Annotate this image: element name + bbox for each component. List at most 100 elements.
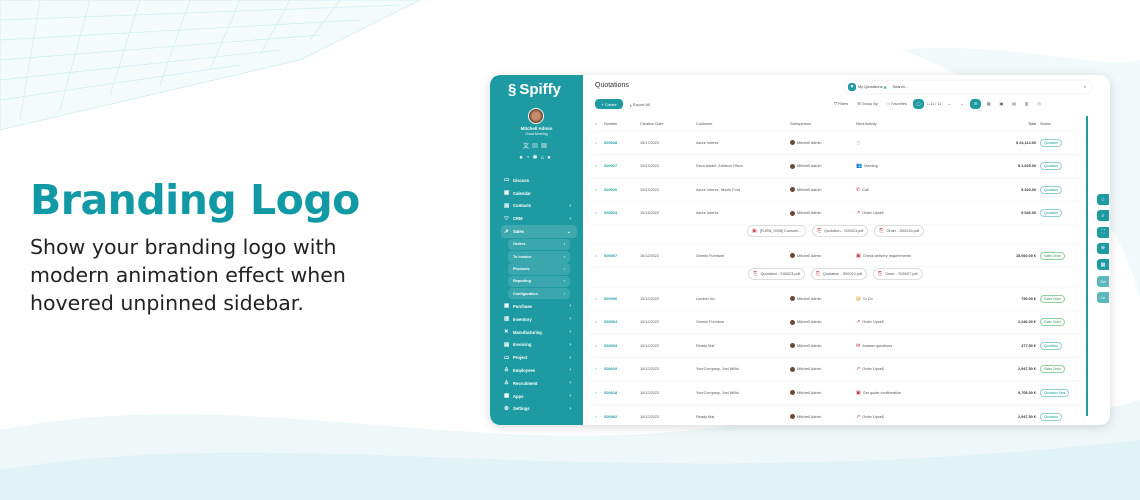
create-button[interactable]: + Create [595,99,623,109]
grid-icon[interactable]: ▦ [1097,259,1109,271]
sidebar-item-purchase[interactable]: ▣ Purchase › [501,300,577,313]
sidebar-item-contacts[interactable]: ▤ Contacts › [501,200,577,213]
graph-view-icon[interactable]: ▥ [1021,98,1032,109]
next-activity[interactable]: 👥 Meeting [856,163,976,169]
sidebar-subitem-configuration[interactable]: Configuration › [508,287,570,300]
search-input[interactable]: Search... [892,85,908,89]
activity-icon[interactable]: ◔ [525,155,533,161]
table-row[interactable]: ○ S00028 10/17/2022 Azure Interior Mitchell … [588,132,1083,153]
col-number[interactable]: Number [604,122,618,126]
kanban-view-icon[interactable]: ▦ [983,98,994,109]
sidebar-item-sales[interactable]: ↗ Sales ⌄ [501,225,577,238]
order-number[interactable]: S00028 [604,140,618,145]
pivot-view-icon[interactable]: ▤ [1009,98,1019,109]
bug-icon[interactable]: ✱ [532,155,541,161]
sidebar-item-inventory[interactable]: ▥ Inventory › [501,313,577,326]
sidebar-subitem-products[interactable]: Products › [508,263,570,275]
order-number[interactable]: S00019 [604,367,618,372]
attachment-chip[interactable]: ⎘ Order - S00015.pdf [874,225,924,238]
prev-page-button[interactable]: ← [944,98,955,109]
refresh-button[interactable]: ◯ [912,98,924,109]
next-activity[interactable]: ↗ Order Upsell [856,414,976,420]
col-total[interactable]: Total [1027,122,1036,126]
next-page-button[interactable]: → [957,98,967,109]
sidebar-item-invoicing[interactable]: ▤ Invoicing › [501,338,577,351]
col-customer[interactable]: Customer [696,122,713,126]
table-row[interactable]: ○ S00004 10/12/2022 Gemini Furniture Mitchel… [588,311,1083,333]
row-checkbox[interactable]: ○ [595,140,598,145]
star-icon[interactable]: ☆ [1097,194,1109,205]
next-activity[interactable]: ▣ Get quote confirmation [856,390,976,396]
search-icon[interactable]: ⌕ [1083,85,1086,89]
row-checkbox[interactable]: ○ [595,253,598,258]
sidebar-item-manufacturing[interactable]: ✕ Manufacturing › [501,326,577,339]
table-row[interactable]: ○ S00002 10/12/2022 Ready Mat Mitchell Admin… [588,406,1083,425]
table-row[interactable]: ○ S00003 10/12/2022 Ready Mat Mitchell Admin… [588,335,1083,357]
col-status[interactable]: Status [1040,122,1051,126]
next-activity[interactable]: ◷ [856,140,976,146]
user-avatar[interactable] [528,108,544,124]
search-bar[interactable]: ▼ My Quotations ✖ Search... ⌕ [845,81,1091,93]
sidebar-item-apps[interactable]: ▦ Apps › [501,390,577,403]
table-row[interactable]: ○ S00023 10/13/2022 Azure Interior Mitchell … [588,202,1083,224]
sidebar-item-discuss[interactable]: ▭Discuss› [501,174,577,187]
next-activity[interactable]: ↗ Order Upsell [856,210,976,216]
order-number[interactable]: S00018 [604,390,618,395]
select-all-checkbox[interactable]: ○ [595,122,598,126]
attachment-chip[interactable]: ▣ [FURN_0096] Customi... [747,225,807,238]
activity-view-icon[interactable]: ◷ [1034,98,1044,109]
col-next-activity[interactable]: Next Activity [856,122,877,126]
remove-facet-icon[interactable]: ✖ [883,85,887,90]
row-checkbox[interactable]: ○ [595,390,598,395]
translate-icon[interactable]: 文 [522,144,532,150]
bulb-icon[interactable]: ● [547,155,554,161]
row-checkbox[interactable]: ○ [595,211,598,216]
order-number[interactable]: S00027 [604,164,618,169]
row-checkbox[interactable]: ○ [595,296,598,301]
filters-button[interactable]: ⛉ Filters [831,98,852,109]
row-checkbox[interactable]: ○ [595,164,598,169]
next-activity[interactable]: ▣ Check delivery requirements [856,253,976,259]
favorites-button[interactable]: ☆ Favorites [883,98,910,109]
side-button-sw[interactable]: Sw [1097,275,1109,287]
sidebar-item-settings[interactable]: ⚙ Settings › [501,402,577,415]
table-row[interactable]: ○ S00019 10/12/2022 YourCompany, Joel Willi… [588,358,1083,380]
order-number[interactable]: S00002 [604,414,618,419]
document-icon[interactable]: ▤ [531,144,541,150]
brand-logo[interactable]: § Spiffy [508,81,561,98]
table-row[interactable]: ○ S00026 10/13/2022 Azure Interior, Nicole … [588,179,1083,201]
search-icon[interactable]: ⌕ [1097,210,1109,222]
sidebar-subitem-orders[interactable]: Orders › [508,238,570,251]
row-checkbox[interactable]: ○ [595,367,598,372]
zoom-icon[interactable]: ⊕ [1097,242,1109,254]
next-activity[interactable]: ↗ Order Upsell [856,319,976,325]
row-checkbox[interactable]: ○ [595,320,598,325]
side-button-le[interactable]: Le [1097,291,1109,303]
calendar-view-icon[interactable]: ▣ [996,98,1007,109]
row-checkbox[interactable]: ○ [595,343,598,348]
attachment-chip[interactable]: ⎘ Quotation - S00010.pdf [810,268,868,280]
sidebar-subitem-reporting[interactable]: Reporting › [508,275,570,288]
order-number[interactable]: S00003 [604,343,618,348]
attachment-chip[interactable]: ⎘ Quotation - S00023.pdf [812,225,869,238]
export-all-button[interactable]: ⤓ Export All [627,99,653,109]
next-activity[interactable]: ▤ To Do [856,296,976,302]
table-row[interactable]: ○ S00006 10/12/2022 Lumber Inc Mitchell Admi… [588,288,1083,309]
order-number[interactable]: S00023 [604,211,618,216]
sidebar-subitem-to-invoice[interactable]: To Invoice › [508,250,570,263]
order-number[interactable]: S00004 [604,320,618,325]
table-row[interactable]: ○ S00018 10/12/2022 YourCompany, Joel Willi… [588,382,1083,404]
attachment-chip[interactable]: ⎘ Quotation - S00023.pdf [748,268,805,280]
sidebar-item-calendar[interactable]: ▦Calendar› [501,187,577,200]
table-icon[interactable]: ▦ [541,144,551,150]
row-checkbox[interactable]: ○ [595,187,598,192]
next-activity[interactable]: ↗ Order Upsell [856,366,976,372]
sidebar-item-crm[interactable]: ♡ CRM › [501,212,577,225]
next-activity[interactable]: ✉ Answer questions [856,343,976,349]
row-checkbox[interactable]: ○ [595,414,598,419]
list-view-icon[interactable]: ☰ [969,98,981,109]
scrollbar[interactable] [1086,116,1088,416]
lock-icon[interactable]: ⌂ [540,155,548,161]
attachment-chip[interactable]: ⎘ Order - S00007.pdf [873,268,923,280]
table-row[interactable]: ○ S00027 10/13/2022 Deco Addict, Addison Ol… [588,155,1083,177]
